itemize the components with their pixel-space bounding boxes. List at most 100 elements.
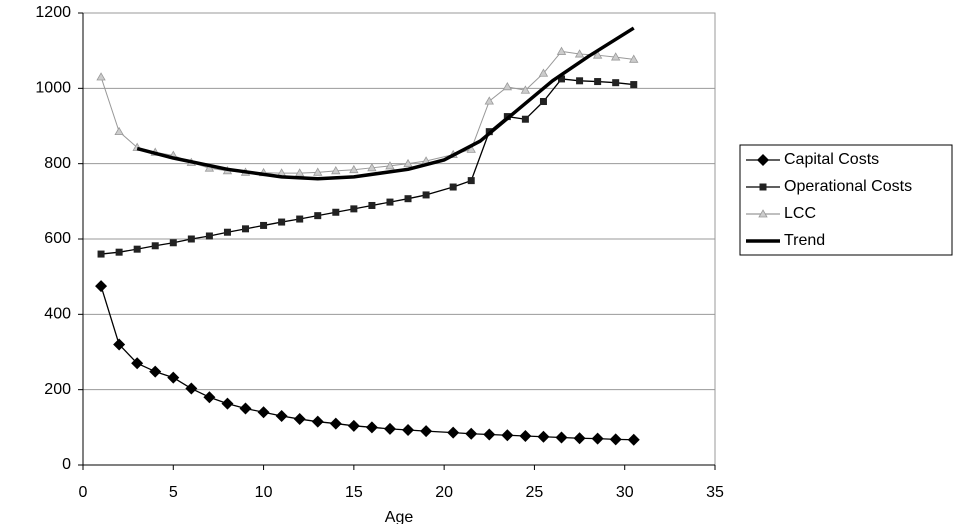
data-point xyxy=(221,397,234,410)
data-point xyxy=(242,225,250,233)
legend-label: Capital Costs xyxy=(784,151,879,168)
legend-box xyxy=(739,144,953,256)
data-point xyxy=(501,429,514,442)
data-point xyxy=(465,427,478,440)
data-point xyxy=(573,432,586,445)
series-line xyxy=(100,285,634,441)
legend-marker xyxy=(757,154,769,166)
data-point xyxy=(223,228,231,236)
data-point xyxy=(311,415,324,428)
data-point xyxy=(576,77,584,85)
data-point xyxy=(386,198,394,206)
data-point xyxy=(314,212,322,220)
data-point xyxy=(329,417,342,430)
data-point xyxy=(365,421,378,434)
y-tick-label: 200 xyxy=(44,381,71,398)
x-tick-label: 35 xyxy=(706,484,724,501)
data-point xyxy=(520,85,531,94)
data-point xyxy=(239,402,252,415)
data-point xyxy=(115,248,123,256)
data-point xyxy=(612,79,620,87)
series-line xyxy=(136,26,635,181)
data-point xyxy=(368,201,376,209)
data-point xyxy=(630,81,638,89)
data-point xyxy=(205,232,213,240)
data-point xyxy=(422,191,430,199)
data-point xyxy=(556,46,567,55)
data-point xyxy=(332,208,340,216)
legend-marker xyxy=(759,183,767,191)
data-point xyxy=(502,82,513,91)
data-point xyxy=(96,72,106,81)
data-point xyxy=(113,338,126,351)
x-tick-label: 5 xyxy=(169,484,178,501)
data-point xyxy=(151,242,159,250)
data-point xyxy=(483,428,496,441)
data-point xyxy=(275,410,288,423)
legend-marker xyxy=(758,209,768,218)
data-point xyxy=(539,98,547,106)
y-tick-label: 800 xyxy=(44,155,71,172)
data-point xyxy=(293,413,306,426)
data-point xyxy=(278,218,286,226)
x-tick-label: 25 xyxy=(526,484,544,501)
series-line xyxy=(100,78,634,255)
data-point xyxy=(609,433,622,446)
x-tick-label: 10 xyxy=(255,484,273,501)
x-tick-label: 20 xyxy=(435,484,453,501)
data-point xyxy=(350,205,358,213)
data-point xyxy=(484,96,494,105)
data-point xyxy=(404,195,412,203)
data-point xyxy=(383,422,396,435)
data-point xyxy=(403,158,413,168)
data-point xyxy=(466,144,476,153)
data-point xyxy=(538,68,549,77)
data-point xyxy=(203,391,216,404)
data-point xyxy=(260,221,268,229)
legend-label: Trend xyxy=(784,232,825,249)
data-point xyxy=(347,419,360,432)
data-point xyxy=(296,215,304,223)
series-line xyxy=(100,50,634,174)
legend-label: LCC xyxy=(784,205,816,222)
data-point xyxy=(95,280,108,293)
data-point xyxy=(592,50,603,59)
x-tick-label: 0 xyxy=(79,484,88,501)
data-point xyxy=(558,75,566,83)
data-point xyxy=(185,382,198,395)
data-point xyxy=(467,177,475,185)
data-point xyxy=(537,430,550,443)
data-point xyxy=(594,78,602,86)
data-point xyxy=(114,126,124,136)
data-point xyxy=(97,250,105,258)
data-point xyxy=(133,245,141,253)
data-point xyxy=(610,52,621,61)
data-point xyxy=(629,54,639,63)
data-point xyxy=(449,183,457,191)
y-tick-label: 1000 xyxy=(35,80,71,97)
x-tick-label: 15 xyxy=(345,484,363,501)
data-point xyxy=(167,371,180,384)
data-point xyxy=(169,239,177,247)
data-point xyxy=(131,357,144,370)
y-tick-label: 1200 xyxy=(35,4,71,21)
data-point xyxy=(149,365,162,378)
data-point xyxy=(349,164,359,174)
x-axis-label: Age xyxy=(385,509,414,524)
data-point xyxy=(313,167,323,176)
data-point xyxy=(257,406,270,419)
data-point xyxy=(367,163,377,172)
data-point xyxy=(519,429,532,442)
data-point xyxy=(420,425,433,438)
y-tick-label: 0 xyxy=(62,456,71,473)
data-point xyxy=(385,161,395,170)
legend-label: Operational Costs xyxy=(784,178,912,195)
data-point xyxy=(521,115,529,123)
y-tick-label: 400 xyxy=(44,306,71,323)
data-point xyxy=(627,433,640,446)
data-point xyxy=(574,49,585,58)
x-tick-label: 30 xyxy=(616,484,634,501)
data-point xyxy=(331,166,341,175)
data-point xyxy=(187,235,195,243)
